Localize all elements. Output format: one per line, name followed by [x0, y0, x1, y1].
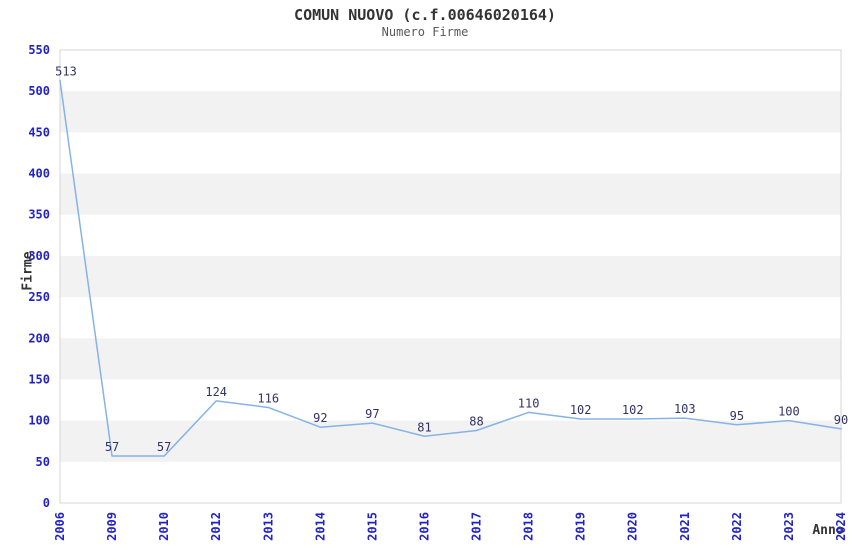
x-tick-label: 2012 — [209, 512, 223, 541]
x-tick-label: 2022 — [730, 512, 744, 541]
grid-band — [60, 91, 841, 133]
data-label: 88 — [469, 415, 483, 429]
y-tick-label: 150 — [28, 372, 50, 386]
y-tick-label: 0 — [43, 496, 50, 510]
data-label: 57 — [105, 440, 119, 454]
data-label: 100 — [778, 405, 800, 419]
data-label: 102 — [622, 403, 644, 417]
grid-band — [60, 173, 841, 215]
x-tick-label: 2018 — [522, 512, 536, 541]
x-tick-label: 2014 — [313, 512, 327, 541]
x-tick-label: 2024 — [834, 512, 848, 541]
x-tick-label: 2021 — [678, 512, 692, 541]
data-label: 102 — [570, 403, 592, 417]
x-tick-label: 2010 — [157, 512, 171, 541]
y-tick-label: 200 — [28, 331, 50, 345]
y-tick-label: 250 — [28, 290, 50, 304]
data-label: 95 — [730, 409, 744, 423]
x-tick-label: 2009 — [105, 512, 119, 541]
series-line — [59, 79, 842, 457]
chart-subtitle: Numero Firme — [381, 25, 469, 39]
x-tick-label: 2023 — [782, 512, 796, 541]
y-tick-label: 500 — [28, 84, 50, 98]
x-axis-title: Anno — [812, 523, 844, 538]
chart-title: COMUN NUOVO (c.f.00646020164) — [294, 6, 556, 24]
x-tick-label: 2013 — [261, 512, 275, 541]
y-tick-label: 350 — [28, 208, 50, 222]
grid-band — [60, 338, 841, 380]
x-tick-label: 2015 — [365, 512, 379, 541]
plot-border — [59, 49, 842, 504]
y-tick-label: 100 — [28, 414, 50, 428]
data-label: 97 — [365, 407, 379, 421]
y-tick-label: 400 — [28, 167, 50, 181]
x-tick-label: 2020 — [626, 512, 640, 541]
y-tick-label: 300 — [28, 249, 50, 263]
y-tick-label: 550 — [28, 43, 50, 57]
data-label: 103 — [674, 402, 696, 416]
data-label: 513 — [55, 64, 77, 78]
data-label: 116 — [257, 391, 279, 405]
data-label: 81 — [417, 420, 431, 434]
y-tick-label: 450 — [28, 125, 50, 139]
data-label: 124 — [205, 385, 227, 399]
data-label: 92 — [313, 411, 327, 425]
data-label: 110 — [518, 396, 540, 410]
data-label: 57 — [157, 440, 171, 454]
grid-band — [60, 255, 841, 298]
x-tick-label: 2019 — [574, 512, 588, 541]
data-label: 90 — [834, 413, 848, 427]
x-tick-label: 2016 — [417, 512, 431, 541]
x-tick-label: 2006 — [53, 512, 67, 541]
x-tick-label: 2017 — [470, 512, 484, 541]
y-tick-label: 50 — [36, 455, 50, 469]
